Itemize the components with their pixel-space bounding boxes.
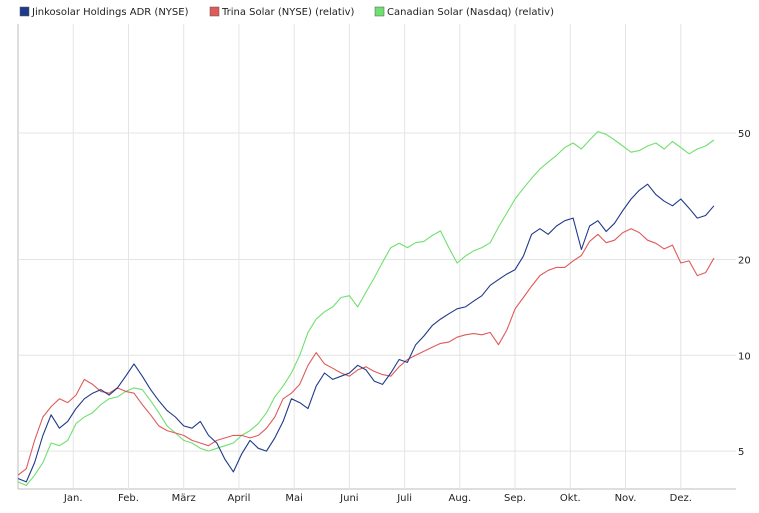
x-tick-label: Mai — [285, 493, 303, 504]
legend-label-trina: Trina Solar (NYSE) (relativ) — [221, 7, 355, 18]
legend-swatch-jinkosolar — [19, 6, 30, 17]
y-tick-label: 10 — [738, 351, 751, 362]
series-line-trina — [17, 228, 715, 476]
legend-swatch-canadian — [374, 6, 385, 17]
x-tick-label: Aug. — [448, 493, 471, 504]
legend-item-jinkosolar: Jinkosolar Holdings ADR (NYSE) — [19, 6, 189, 18]
legend: Jinkosolar Holdings ADR (NYSE) Trina Sol… — [19, 6, 554, 18]
x-tick-label: Sep. — [504, 493, 526, 504]
grid — [18, 24, 736, 489]
x-tick-label: März — [172, 493, 196, 504]
x-tick-label: Juni — [339, 493, 358, 504]
x-tick-label: Juli — [396, 493, 412, 504]
legend-label-canadian: Canadian Solar (Nasdaq) (relativ) — [387, 7, 554, 18]
series — [17, 131, 715, 486]
legend-label-jinkosolar: Jinkosolar Holdings ADR (NYSE) — [31, 7, 189, 18]
legend-item-canadian: Canadian Solar (Nasdaq) (relativ) — [374, 6, 554, 18]
x-tick-label: Feb. — [118, 493, 139, 504]
x-tick-label: Jan. — [63, 493, 83, 504]
series-line-jinkosolar — [17, 183, 715, 483]
legend-swatch-trina — [209, 6, 220, 17]
series-line-canadian — [17, 131, 715, 486]
legend-item-trina: Trina Solar (NYSE) (relativ) — [209, 6, 355, 18]
x-tick-label: Dez. — [670, 493, 692, 504]
x-tick-label: Nov. — [615, 493, 637, 504]
y-tick-label: 50 — [738, 129, 751, 140]
y-tick-label: 20 — [738, 256, 751, 267]
axis-ticks: Jan. Feb. März April Mai Juni Juli Aug. Sep. Okt.… — [63, 129, 751, 504]
x-tick-label: April — [227, 493, 250, 504]
y-tick-label: 5 — [738, 447, 744, 458]
x-tick-label: Okt. — [560, 493, 581, 504]
